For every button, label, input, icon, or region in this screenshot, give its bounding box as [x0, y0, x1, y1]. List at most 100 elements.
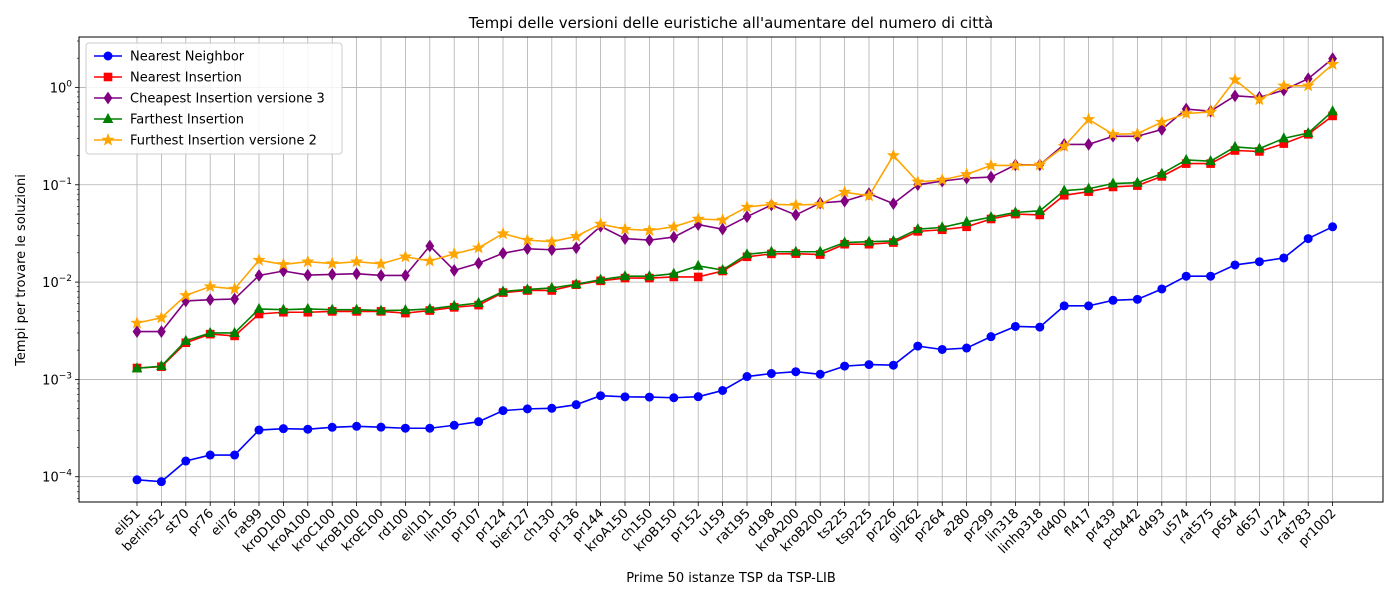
data-point [425, 423, 435, 433]
data-point [1057, 139, 1071, 153]
data-point [1179, 106, 1193, 120]
data-point [644, 270, 655, 281]
data-point [230, 450, 240, 460]
data-point [1059, 301, 1069, 311]
data-point [1083, 182, 1094, 193]
data-point [886, 148, 900, 162]
data-point [595, 273, 606, 284]
data-point [447, 246, 461, 260]
data-point [840, 361, 850, 371]
data-point [1206, 271, 1216, 281]
data-point [1301, 78, 1315, 92]
data-point [229, 326, 240, 337]
data-point [863, 235, 875, 246]
data-point [1303, 234, 1313, 244]
data-point [741, 248, 753, 259]
data-point [1033, 157, 1047, 171]
data-point [888, 360, 898, 370]
data-point [180, 334, 192, 345]
data-point [1230, 260, 1240, 270]
data-point [376, 422, 386, 432]
data-point [132, 475, 142, 485]
data-point [350, 254, 364, 268]
data-point [473, 296, 484, 307]
data-point [449, 263, 459, 277]
data-point [1252, 92, 1266, 106]
data-point [156, 360, 167, 371]
data-point [693, 392, 703, 402]
data-point [376, 269, 386, 282]
data-point [1132, 294, 1142, 304]
data-point [742, 372, 752, 382]
data-point [1181, 271, 1191, 281]
data-point [103, 91, 113, 105]
data-point [205, 450, 215, 460]
data-point [132, 325, 142, 338]
data-point [351, 303, 362, 314]
data-point [254, 425, 264, 435]
data-point [1010, 321, 1020, 331]
data-point [620, 392, 630, 402]
data-point [888, 234, 899, 245]
data-point [644, 392, 654, 402]
data-point [522, 242, 532, 256]
legend-item: Farthest Insertion [94, 113, 244, 128]
data-point [717, 263, 728, 275]
data-point [230, 292, 240, 306]
data-point [667, 219, 681, 233]
data-point [1254, 257, 1264, 267]
data-point [474, 417, 484, 427]
data-point [303, 424, 313, 434]
data-point [570, 278, 582, 289]
data-point [1278, 132, 1290, 143]
series-4 [130, 57, 1340, 329]
data-point [131, 362, 143, 373]
data-point [1010, 206, 1021, 217]
data-point [986, 170, 996, 184]
data-point [790, 245, 802, 256]
data-point [276, 257, 290, 271]
data-point [913, 341, 923, 351]
data-point [1035, 322, 1045, 332]
data-point [546, 281, 558, 292]
y-tick-label: 10−4 [42, 469, 72, 486]
y-tick-label: 10−3 [42, 371, 72, 388]
legend: Nearest Neighbor Nearest Insertion Cheapes… [85, 42, 343, 155]
data-point [1155, 115, 1169, 128]
data-point [1082, 112, 1096, 125]
data-point [766, 369, 776, 379]
data-point [1157, 284, 1167, 294]
data-point [101, 133, 115, 146]
data-point [472, 240, 486, 254]
data-point [813, 197, 827, 210]
data-point [303, 268, 313, 282]
data-point [669, 230, 679, 244]
x-tick-label: st70 [162, 506, 193, 537]
data-point [840, 194, 850, 208]
data-point [278, 424, 288, 434]
data-point [620, 232, 630, 245]
data-point [352, 267, 362, 281]
data-point [1327, 105, 1338, 116]
data-point [375, 304, 387, 315]
data-point [179, 288, 193, 302]
data-point [669, 393, 679, 403]
data-point [740, 200, 754, 213]
data-point [102, 112, 114, 123]
data-point [618, 222, 632, 235]
data-point [1130, 126, 1144, 140]
data-point [596, 391, 606, 401]
data-point [1230, 89, 1240, 103]
data-point [181, 456, 191, 466]
legend-label: Furthest Insertion versione 2 [130, 134, 317, 149]
data-point [935, 173, 949, 186]
data-point [325, 256, 339, 270]
data-point [423, 253, 437, 267]
series-0 [132, 222, 1338, 487]
data-point [838, 185, 852, 198]
data-point [327, 268, 337, 281]
data-point [374, 256, 388, 270]
data-point [156, 325, 166, 338]
data-point [254, 269, 264, 282]
